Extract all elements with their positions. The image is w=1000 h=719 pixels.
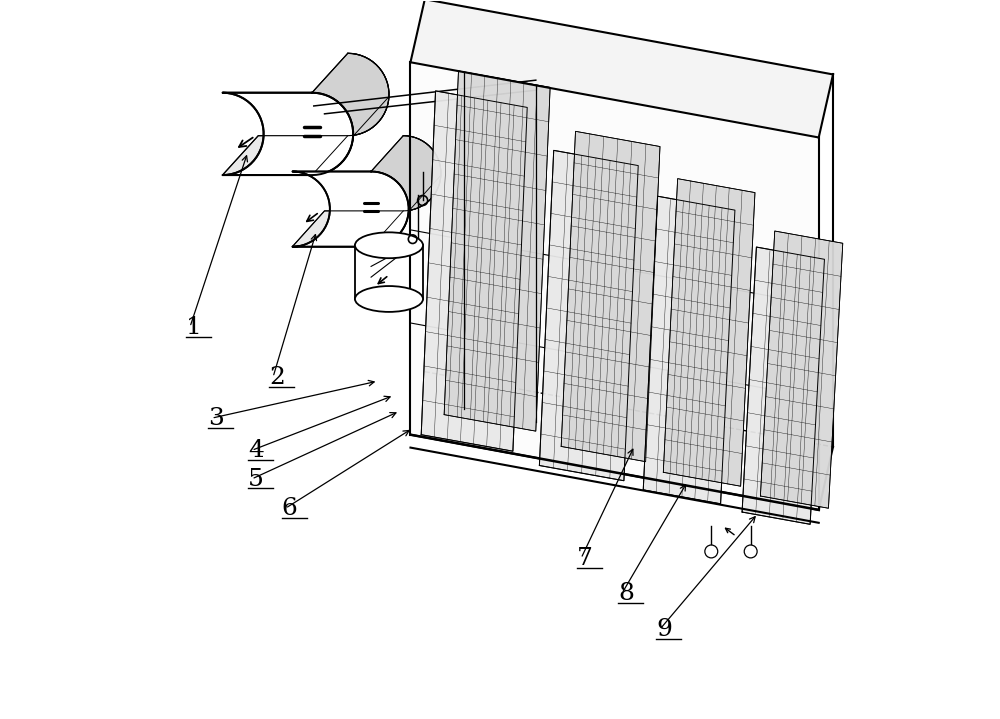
- Polygon shape: [444, 71, 550, 431]
- Ellipse shape: [355, 232, 423, 258]
- Polygon shape: [421, 91, 527, 452]
- Text: 7: 7: [577, 547, 593, 570]
- Polygon shape: [292, 172, 409, 247]
- Polygon shape: [742, 247, 824, 524]
- Text: 6: 6: [282, 497, 297, 520]
- Polygon shape: [643, 196, 735, 504]
- Polygon shape: [539, 150, 638, 481]
- Polygon shape: [760, 231, 843, 508]
- Text: 8: 8: [618, 582, 634, 605]
- Polygon shape: [292, 136, 441, 247]
- Text: 9: 9: [656, 618, 672, 641]
- Text: 5: 5: [248, 467, 264, 490]
- Polygon shape: [222, 53, 389, 175]
- Text: 4: 4: [248, 439, 264, 462]
- Polygon shape: [561, 132, 660, 462]
- Polygon shape: [663, 178, 755, 486]
- Ellipse shape: [355, 286, 423, 312]
- Polygon shape: [410, 63, 819, 510]
- Polygon shape: [222, 93, 353, 175]
- Text: 3: 3: [208, 407, 224, 430]
- Polygon shape: [312, 53, 389, 175]
- Polygon shape: [410, 0, 833, 137]
- Text: 2: 2: [269, 366, 285, 389]
- Polygon shape: [355, 245, 423, 299]
- Text: 1: 1: [186, 316, 202, 339]
- Polygon shape: [371, 136, 441, 247]
